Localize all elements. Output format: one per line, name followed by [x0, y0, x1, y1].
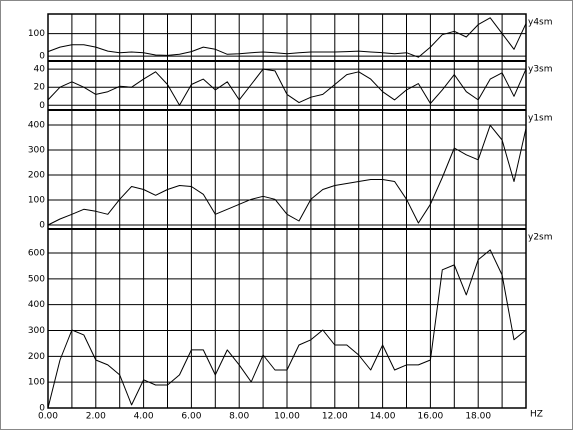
y-tick-label: 0	[39, 52, 45, 62]
x-tick-label: 2.00	[86, 412, 106, 422]
y-tick-label: 600	[28, 249, 45, 259]
y-tick-label: 100	[28, 29, 45, 39]
y-tick-label: 0	[39, 221, 45, 231]
y-tick-label: 0	[39, 404, 45, 414]
y-tick-label: 500	[28, 274, 45, 284]
x-tick-label: 18.00	[465, 412, 491, 422]
y-tick-label: 100	[28, 378, 45, 388]
series-label: y1sm	[528, 114, 553, 124]
x-tick-label: 14.00	[370, 412, 396, 422]
y-tick-label: 300	[28, 146, 45, 156]
series-label: y2sm	[528, 233, 553, 243]
x-tick-label: 16.00	[418, 412, 444, 422]
series-label: y3sm	[528, 65, 553, 75]
y-tick-label: 200	[28, 171, 45, 181]
x-tick-label: 4.00	[134, 412, 154, 422]
y-tick-label: 20	[34, 83, 46, 93]
series-line	[47, 124, 527, 226]
y-tick-label: 200	[28, 352, 45, 362]
series-label: y4sm	[528, 18, 553, 28]
y-tick-label: 0	[39, 101, 45, 111]
series-line	[47, 17, 527, 58]
y-tick-label: 400	[28, 300, 45, 310]
y-tick-label: 40	[34, 65, 46, 75]
plot-border	[47, 13, 527, 409]
x-tick-label: 6.00	[181, 412, 201, 422]
x-tick-label: 0.00	[38, 412, 58, 422]
x-tick-label: 8.00	[229, 412, 249, 422]
x-axis-label: HZ	[530, 410, 543, 420]
series-line	[47, 249, 527, 409]
x-tick-label: 12.00	[322, 412, 348, 422]
y-tick-label: 100	[28, 196, 45, 206]
x-tick-label: 10.00	[274, 412, 300, 422]
y-tick-label: 400	[28, 121, 45, 131]
y-tick-label: 300	[28, 326, 45, 336]
series-line	[47, 68, 527, 106]
